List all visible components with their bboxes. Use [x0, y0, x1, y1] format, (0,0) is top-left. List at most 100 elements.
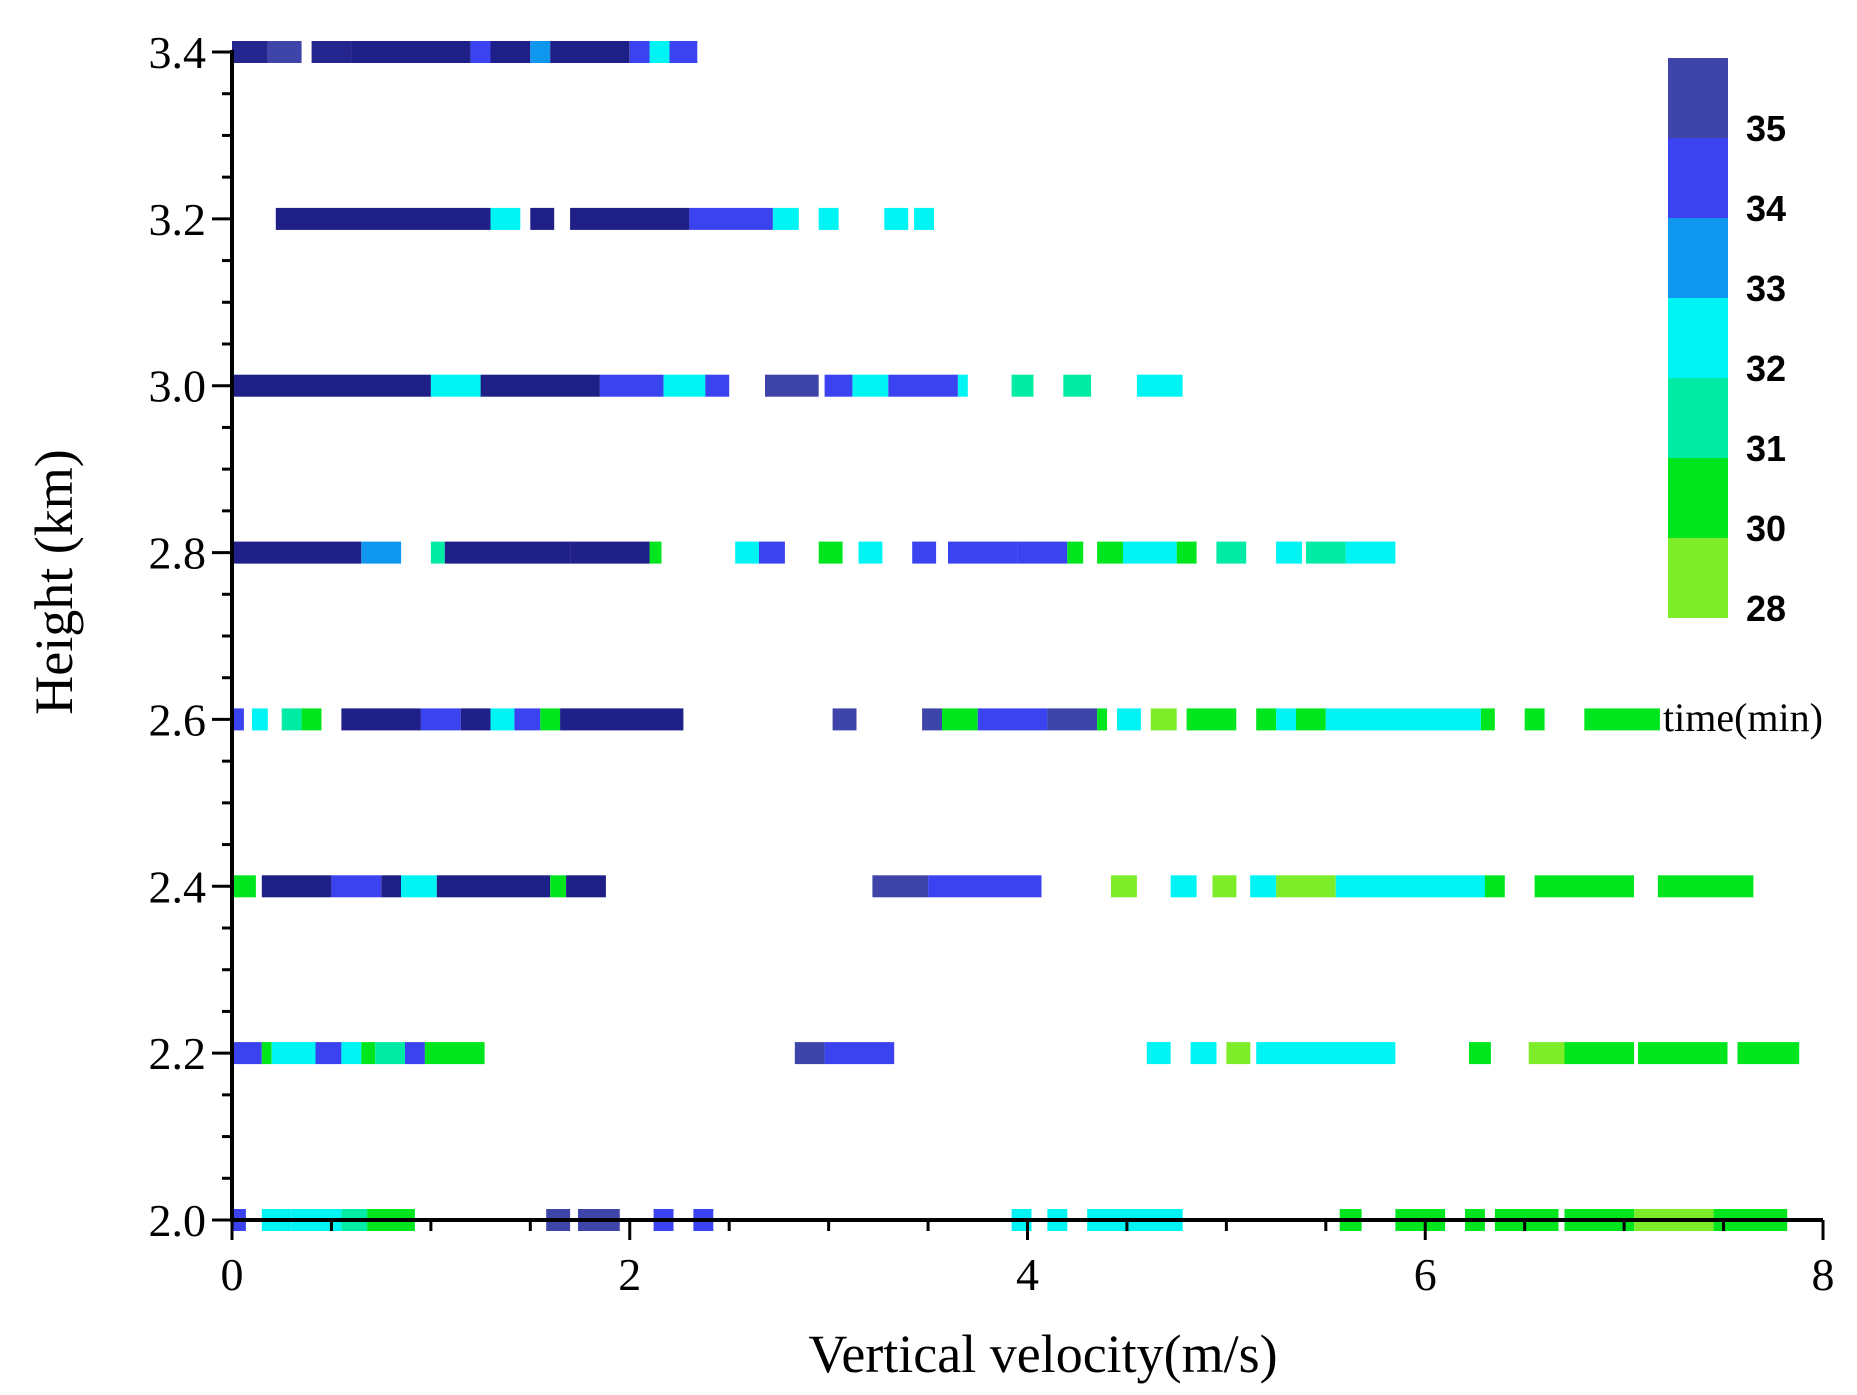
data-bar: [232, 1042, 262, 1065]
data-bar: [1276, 708, 1296, 731]
data-bar: [1638, 1042, 1728, 1065]
data-bar: [1469, 1042, 1491, 1065]
data-bar: [540, 708, 561, 731]
data-bar: [1296, 708, 1326, 731]
data-bar: [281, 708, 302, 731]
y-tick-label: 2.4: [149, 861, 207, 912]
data-bar: [401, 875, 437, 898]
data-bar: [460, 708, 491, 731]
data-bar: [669, 41, 698, 63]
data-bar: [922, 708, 942, 731]
data-bar: [1117, 708, 1141, 731]
colorbar-label: 35: [1746, 108, 1786, 149]
data-bar: [301, 708, 322, 731]
data-bar: [232, 541, 362, 564]
data-bar: [888, 374, 958, 397]
data-bar: [1097, 708, 1107, 731]
data-bar: [1737, 1042, 1800, 1065]
data-bar: [490, 207, 521, 230]
data-bar: [530, 41, 551, 63]
x-axis-title: Vertical velocity(m/s): [808, 1324, 1277, 1384]
y-tick-label: 2.6: [149, 694, 207, 745]
data-bar: [1276, 875, 1336, 898]
data-bar: [331, 875, 382, 898]
data-bar: [271, 1042, 316, 1065]
x-tick-label: 8: [1812, 1249, 1835, 1300]
data-bar: [1528, 1042, 1565, 1065]
colorbar-label: 34: [1746, 188, 1786, 229]
colorbar-label: 30: [1746, 508, 1786, 549]
colorbar: 35 34 33 32 31 30 28: [1668, 58, 1786, 629]
data-bar: [759, 541, 785, 564]
data-bar: [1250, 875, 1277, 898]
data-bar: [1480, 708, 1495, 731]
data-bar: [928, 875, 1042, 898]
y-tick-label: 2.8: [149, 528, 207, 579]
data-bar: [341, 1042, 362, 1065]
data-bar: [649, 41, 670, 63]
data-bar: [772, 207, 799, 230]
colorbar-swatch: [1668, 58, 1728, 138]
y-tick-label: 2.2: [149, 1028, 207, 1079]
data-bar: [550, 41, 630, 63]
data-bar: [490, 708, 515, 731]
data-bar: [1097, 541, 1123, 564]
data-bar: [1325, 708, 1481, 731]
data-bar: [1657, 875, 1754, 898]
colorbar-swatch: [1668, 458, 1728, 538]
x-tick-label: 4: [1016, 1249, 1039, 1300]
data-bar: [629, 41, 650, 63]
data-bar: [261, 1042, 272, 1065]
colorbar-label: 33: [1746, 268, 1786, 309]
data-bar: [361, 541, 402, 564]
data-bar: [1216, 541, 1247, 564]
data-bar: [1345, 541, 1396, 564]
data-bar: [261, 875, 332, 898]
data-bar: [818, 207, 839, 230]
data-bar: [1256, 1042, 1396, 1065]
x-tick-label: 2: [618, 1249, 641, 1300]
axes: 2.0 2.2 2.4 2.6 2.8 3.0 3.2 3.4 0 2 4 6 8: [149, 27, 1835, 1300]
data-bar: [444, 541, 571, 564]
data-bar: [1534, 875, 1634, 898]
colorbar-swatch: [1668, 218, 1728, 298]
data-bar: [424, 1042, 485, 1065]
data-bar: [430, 541, 445, 564]
data-bar: [818, 541, 843, 564]
data-bar: [1111, 875, 1137, 898]
data-bar: [420, 708, 461, 731]
data-bar: [1123, 541, 1177, 564]
colorbar-label: 28: [1746, 588, 1786, 629]
data-bar: [267, 41, 302, 63]
data-bar: [705, 374, 730, 397]
data-bar: [957, 374, 968, 397]
data-bar: [570, 541, 650, 564]
data-bar: [1067, 541, 1084, 564]
colorbar-label: 32: [1746, 348, 1786, 389]
data-bar: [1150, 708, 1177, 731]
data-bar: [824, 1042, 895, 1065]
colorbar-swatch: [1668, 538, 1728, 618]
data-bar: [794, 1042, 825, 1065]
data-bar: [232, 708, 244, 731]
data-bar: [912, 541, 937, 564]
data-bar: [232, 875, 256, 898]
data-bars: [232, 41, 1800, 1231]
data-bar: [1146, 1042, 1171, 1065]
data-bar: [1186, 708, 1207, 731]
data-bar: [1176, 541, 1197, 564]
data-bar: [570, 207, 690, 230]
data-bar: [430, 374, 481, 397]
data-bar: [375, 1042, 405, 1065]
data-bar: [490, 41, 531, 63]
data-bar: [765, 374, 819, 397]
data-bar: [1170, 875, 1197, 898]
data-bar: [649, 541, 662, 564]
data-bar: [405, 1042, 425, 1065]
data-bar: [251, 708, 268, 731]
data-bar: [351, 41, 471, 63]
colorbar-label: 31: [1746, 428, 1786, 469]
data-bar: [550, 875, 567, 898]
data-bar: [381, 875, 402, 898]
y-tick-label: 3.0: [149, 361, 207, 412]
